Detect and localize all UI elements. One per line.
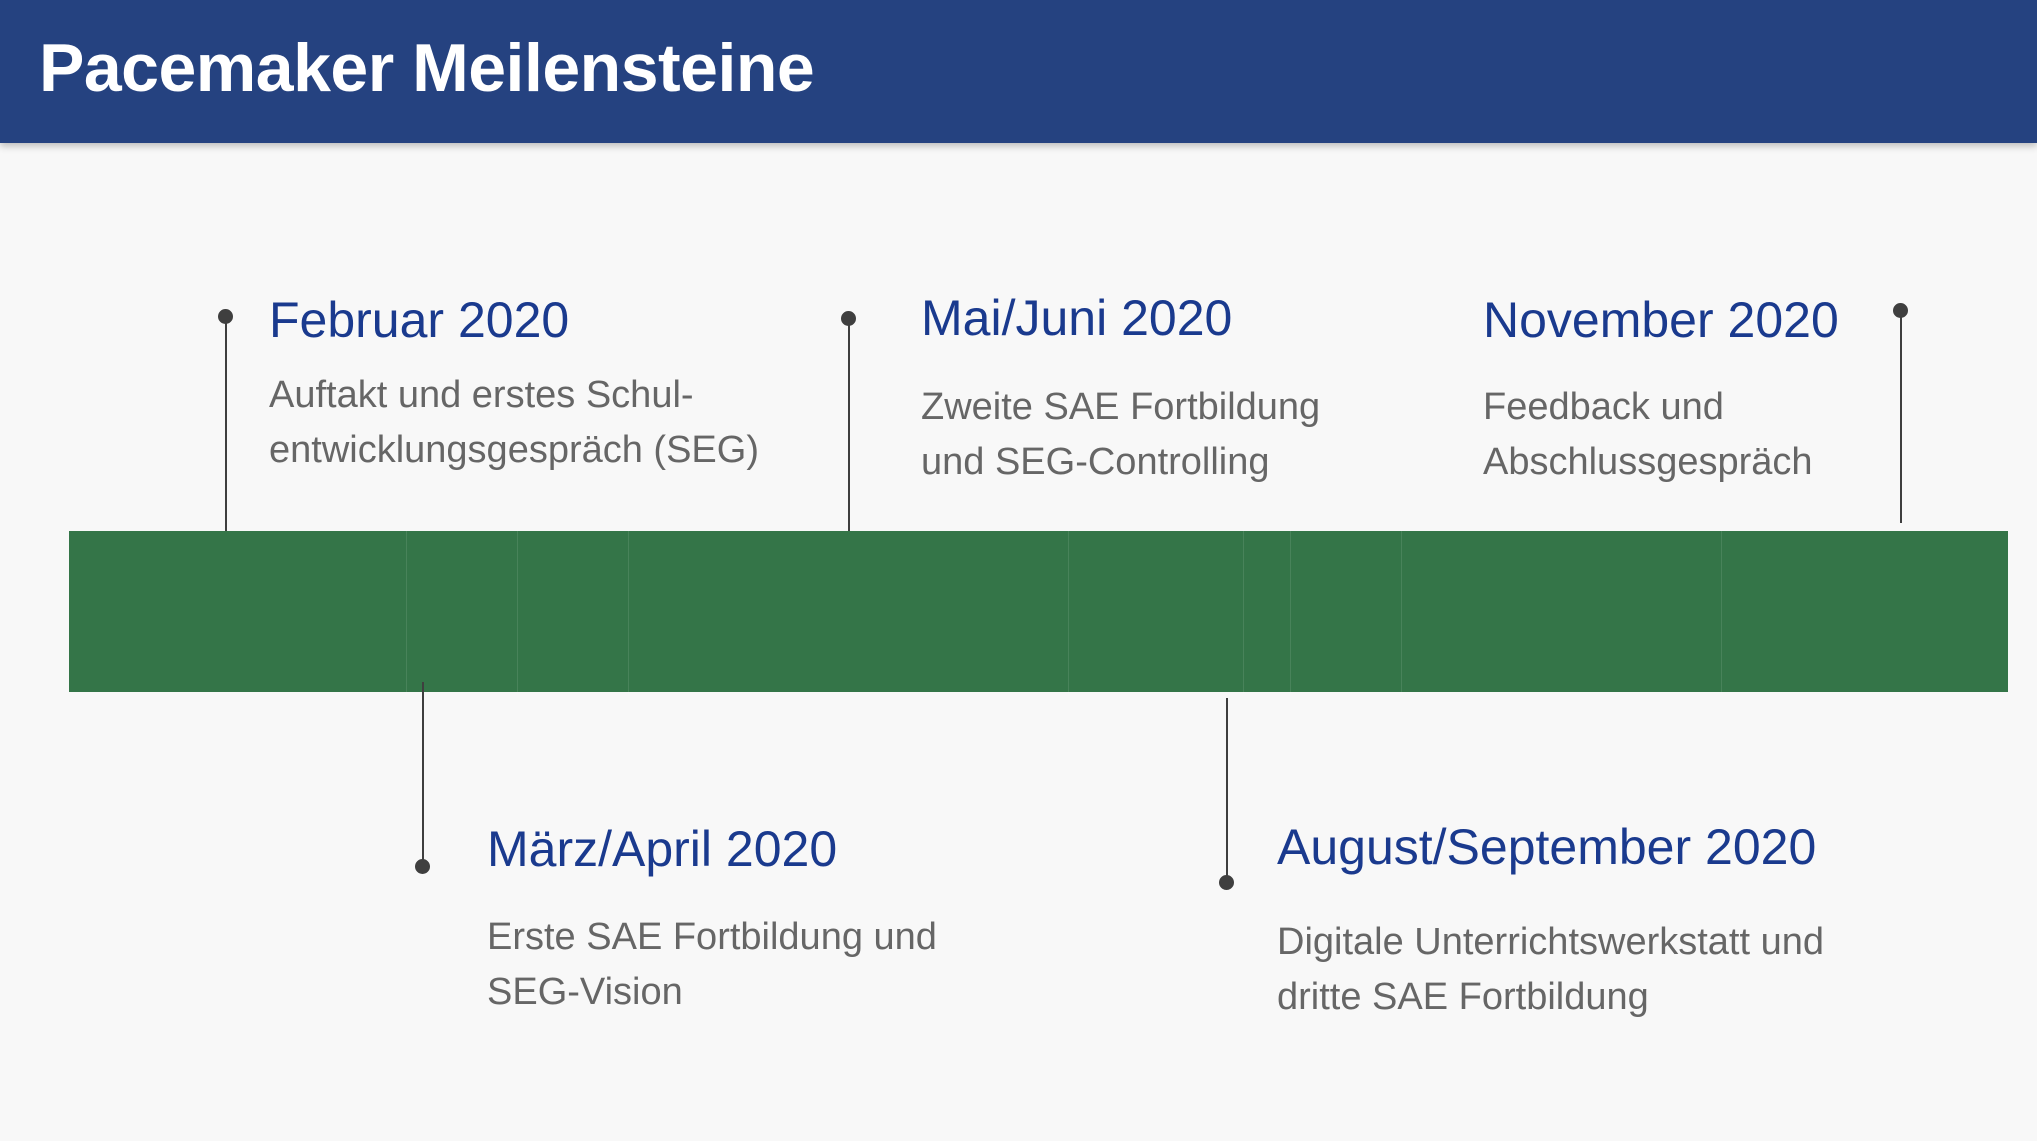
milestone-2-connector bbox=[422, 682, 424, 865]
milestone-1-description-line-2: entwicklungsgespräch (SEG) bbox=[269, 429, 759, 471]
milestone-4-date: August/September 2020 bbox=[1277, 819, 1817, 875]
milestone-3-description-line-1: Zweite SAE Fortbildung bbox=[921, 386, 1321, 428]
page-title: Pacemaker Meilensteine bbox=[39, 30, 815, 106]
milestone-5-description: Feedback und Abschlussgespräch bbox=[1483, 380, 1813, 490]
timeline-segment-divider bbox=[517, 531, 518, 692]
milestone-4-description-line-1: Digitale Unterrichtswerkstatt und bbox=[1277, 921, 1824, 963]
milestone-1-description-line-1: Auftakt und erstes Schul- bbox=[269, 374, 694, 416]
milestone-1-date: Februar 2020 bbox=[269, 292, 570, 348]
milestone-2-dot bbox=[415, 859, 430, 874]
timeline-segment-divider bbox=[1401, 531, 1402, 692]
milestone-4-description: Digitale Unterrichtswerkstatt und dritte… bbox=[1277, 915, 1824, 1025]
milestone-5-connector bbox=[1900, 310, 1902, 523]
timeline-segment-divider bbox=[628, 531, 629, 692]
milestone-2-date: März/April 2020 bbox=[487, 821, 838, 877]
milestone-2-description: Erste SAE Fortbildung und SEG-Vision bbox=[487, 910, 937, 1020]
timeline-segment-divider bbox=[1243, 531, 1244, 692]
milestone-5-date: November 2020 bbox=[1483, 292, 1839, 348]
timeline-segment-divider bbox=[1290, 531, 1291, 692]
milestone-1-connector bbox=[225, 316, 227, 531]
milestone-3-description-line-2: und SEG-Controlling bbox=[921, 441, 1270, 483]
milestone-5-description-line-1: Feedback und bbox=[1483, 386, 1724, 428]
milestone-3-date: Mai/Juni 2020 bbox=[921, 290, 1233, 346]
timeline-segment-divider bbox=[406, 531, 407, 692]
milestone-4-connector bbox=[1226, 698, 1228, 882]
milestone-2-description-line-2: SEG-Vision bbox=[487, 971, 683, 1013]
timeline-bar bbox=[69, 531, 2008, 692]
milestone-3-description: Zweite SAE Fortbildung und SEG-Controlli… bbox=[921, 380, 1320, 490]
milestone-1-description: Auftakt und erstes Schul- entwicklungsge… bbox=[269, 368, 759, 478]
milestone-5-description-line-2: Abschlussgespräch bbox=[1483, 441, 1813, 483]
milestone-3-connector bbox=[848, 318, 850, 531]
header-bar: Pacemaker Meilensteine bbox=[0, 0, 2037, 143]
milestone-4-description-line-2: dritte SAE Fortbildung bbox=[1277, 976, 1649, 1018]
timeline-segment-divider bbox=[1721, 531, 1722, 692]
milestone-2-description-line-1: Erste SAE Fortbildung und bbox=[487, 916, 937, 958]
milestone-4-dot bbox=[1219, 875, 1234, 890]
timeline-segment-divider bbox=[1068, 531, 1069, 692]
